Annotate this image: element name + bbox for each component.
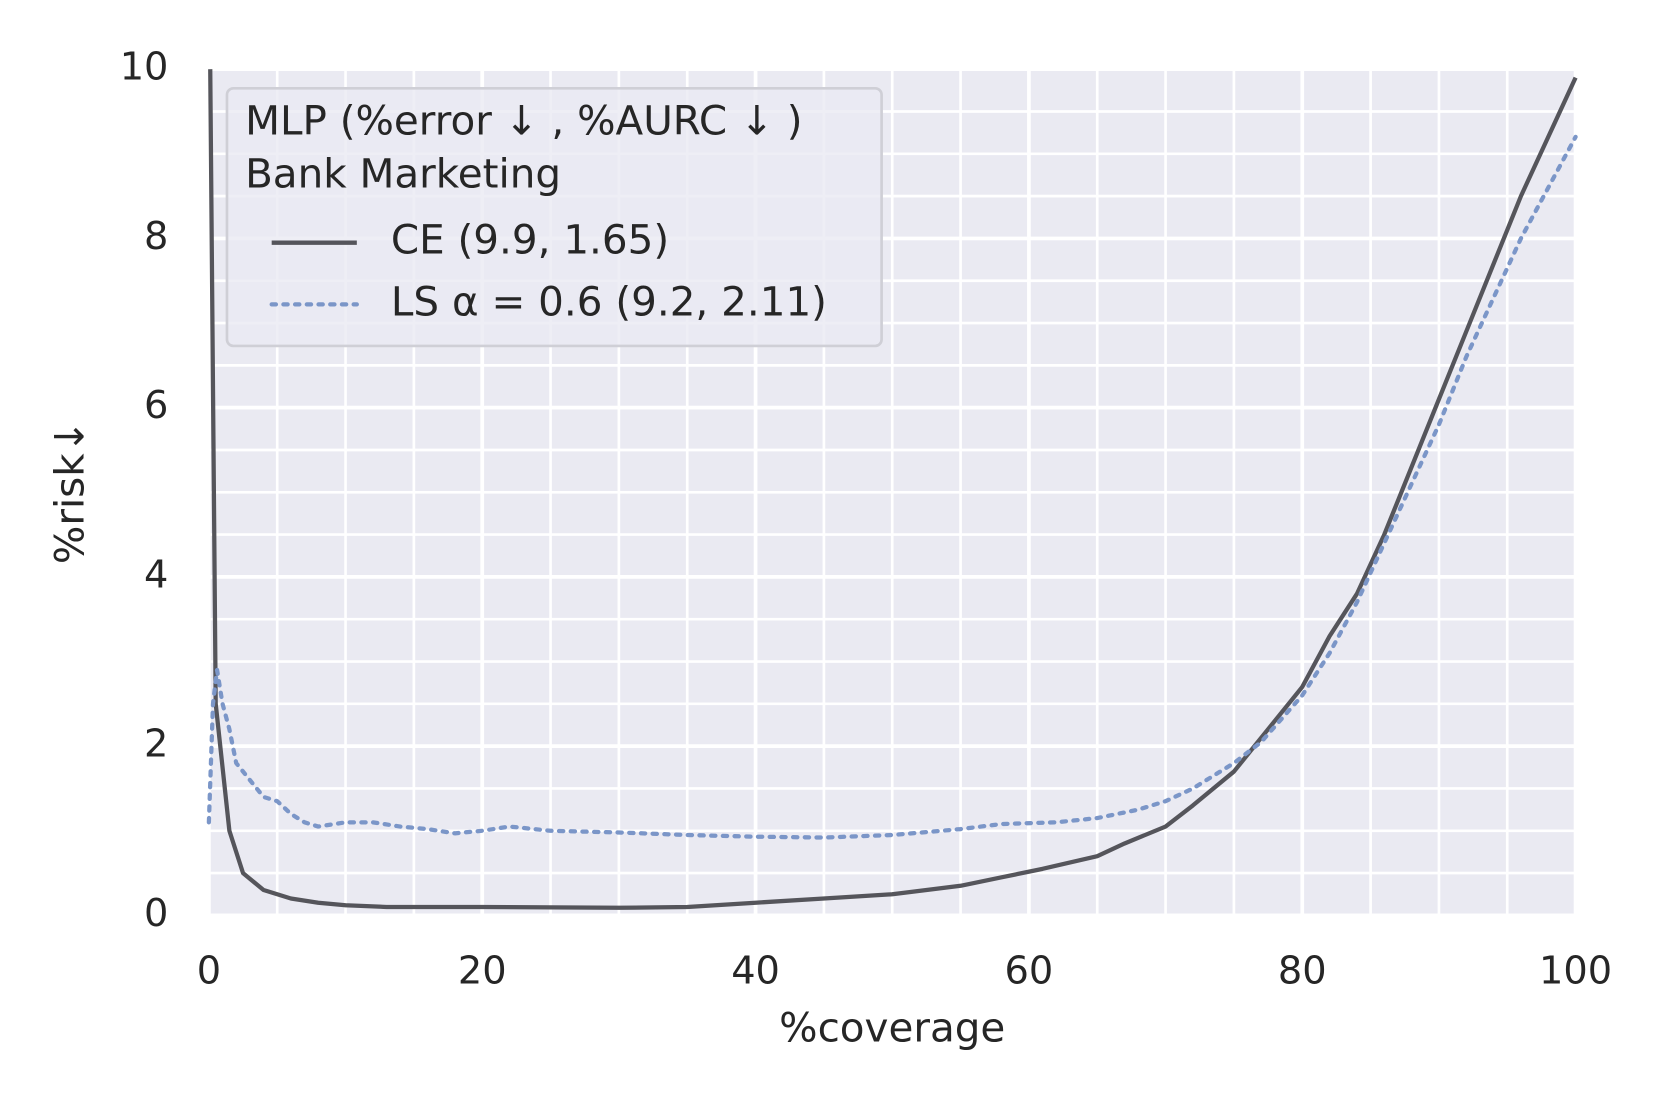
y-tick-label: 0 (144, 891, 168, 936)
legend-label: CE (9.9, 1.65) (391, 216, 669, 264)
y-tick-label: 10 (120, 45, 169, 90)
x-tick-label: 40 (731, 948, 780, 993)
legend-box (225, 87, 883, 348)
y-tick-label: 6 (144, 383, 168, 428)
legend-title: Bank Marketing (245, 150, 561, 198)
y-axis-label: %risk↓ (46, 419, 94, 564)
x-tick-label: 100 (1539, 948, 1612, 993)
legend-title: MLP (%error ↓ , %AURC ↓ ) (245, 96, 802, 144)
x-axis-label: %coverage (779, 1003, 1005, 1051)
x-tick-label: 80 (1278, 948, 1327, 993)
y-tick-label: 2 (144, 722, 168, 767)
y-tick-label: 8 (144, 214, 168, 259)
legend: MLP (%error ↓ , %AURC ↓ ) Bank Marketing C… (225, 87, 883, 348)
x-tick-label: 20 (458, 948, 507, 993)
y-tick-label: 4 (144, 552, 168, 597)
x-tick-label: 60 (1005, 948, 1054, 993)
legend-label: LS α = 0.6 (9.2, 2.11) (391, 277, 827, 325)
x-tick-label: 0 (197, 948, 221, 993)
series-line (206, 134, 1578, 840)
series-line (208, 69, 1578, 910)
